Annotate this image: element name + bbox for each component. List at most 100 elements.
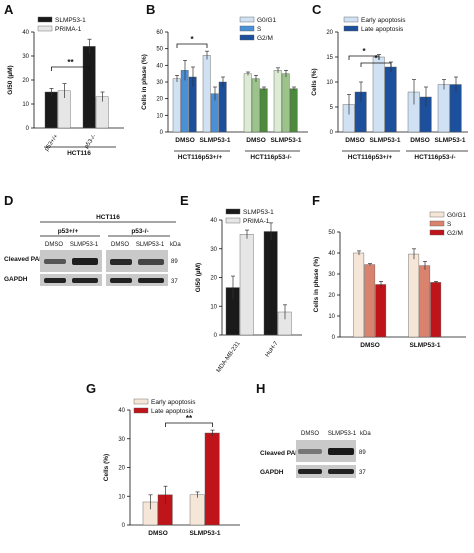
blot-d-row-1: Cleaved PARP: [4, 256, 49, 263]
blot-d-lane-1: DMSO: [45, 242, 63, 248]
significance-label-A: **: [67, 58, 74, 67]
legend-label-B-1: S: [257, 26, 262, 33]
blot-h-band-parp-2: [328, 448, 354, 455]
y-tick-label-G-4: 40: [118, 408, 125, 414]
significance-bracket-G: [165, 422, 213, 427]
y-tick-label-C-3: 15: [326, 55, 333, 61]
y-tick-label-B-4: 40: [156, 63, 163, 69]
legend-label-B-2: G2/M: [257, 35, 273, 42]
blot-d-band-parp-2: [72, 258, 98, 265]
y-tick-label-F-0: 0: [332, 335, 336, 341]
bar-A-0-0: [44, 91, 58, 129]
blot-h-membrane-2: [296, 465, 356, 478]
western-blot-h: DMSO SLMP53-1 kDa Cleaved PARP GAPDH 89 …: [260, 431, 371, 478]
bar-B-2-1: [251, 78, 260, 133]
bar-C-1-0: [372, 56, 385, 133]
bar-C-1-1: [384, 66, 397, 133]
panel-label-a: A: [4, 2, 14, 17]
bar-F-1-0: [408, 253, 420, 338]
legend-label-F-0: G0/G1: [447, 212, 467, 219]
y-axis-label-F: Cells in phase (%): [313, 257, 320, 313]
panel-label-d: D: [4, 193, 13, 208]
significance-label-B: *: [190, 35, 194, 44]
x-tick-label-E-1: HuH-7: [265, 340, 280, 358]
y-tick-label-B-3: 30: [156, 80, 163, 86]
panel-label-b: B: [146, 2, 155, 17]
y-tick-label-A-1: 10: [22, 102, 29, 108]
blot-d-kda: kDa: [170, 242, 181, 248]
group-label-A: HCT116: [67, 150, 91, 157]
bar-B-2-2: [259, 88, 268, 133]
bar-F-0-1: [364, 264, 376, 338]
bar-B-3-2: [289, 88, 298, 133]
blot-h-lane-1: DMSO: [301, 431, 319, 437]
bar-G-1-0: [189, 494, 205, 526]
group-label-B-0: HCT116p53+/+: [178, 154, 223, 161]
significance-label-C-0: *: [362, 47, 366, 56]
legend-swatch-E-0: [225, 208, 241, 215]
y-tick-label-A-2: 20: [22, 78, 29, 84]
y-tick-label-F-5: 50: [328, 230, 335, 236]
legend-label-G-0: Early apoptosis: [151, 399, 196, 406]
y-tick-label-E-1: 10: [210, 304, 217, 310]
blot-d-band-parp-1: [44, 259, 66, 264]
significance-label-C-1: *: [374, 54, 378, 63]
legend-label-A-1: PRIMA-1: [55, 26, 82, 33]
panel-label-c: C: [312, 2, 322, 17]
blot-d-row-2: GAPDH: [4, 276, 28, 283]
y-tick-label-G-1: 10: [118, 494, 125, 500]
y-tick-label-C-1: 5: [330, 105, 334, 111]
significance-bracket-A: [51, 66, 90, 71]
x-tick-label-A-1: p53-/-: [84, 134, 98, 150]
blot-d-membrane-2: [106, 250, 168, 272]
blot-d-band-gapdh-1: [44, 278, 66, 283]
blot-h-lane-2: SLMP53-1: [328, 431, 357, 437]
significance-bracket-C-1: [360, 62, 392, 67]
y-tick-label-C-2: 10: [326, 80, 333, 86]
blot-d-lane-4: SLMP53-1: [136, 242, 165, 248]
blot-d-lane-3: DMSO: [111, 242, 129, 248]
legend-swatch-B-2: [239, 34, 255, 41]
group-label-C-1: HCT116p53-/-: [414, 154, 455, 161]
y-tick-label-E-0: 0: [214, 333, 218, 339]
blot-d-group-1: p53+/+: [58, 228, 79, 235]
legend-swatch-C-0: [343, 16, 359, 23]
chart-b: 0 10 20 30 40 50 60 Cells in phase (%) DMSO SLMP5…: [141, 16, 308, 161]
legend-swatch-F-0: [429, 211, 445, 218]
y-tick-label-B-2: 20: [156, 97, 163, 103]
y-tick-label-F-4: 40: [328, 251, 335, 257]
legend-label-C-0: Early apoptosis: [361, 17, 406, 24]
blot-d-band-parp-4: [138, 259, 164, 265]
chart-c: 0 5 10 15 20 Cells (%) DMSO SLMP53-1 DMSO SLMP53-…: [311, 16, 468, 161]
x-tick-label-C-0: DMSO: [345, 137, 365, 144]
x-tick-label-B-0: DMSO: [175, 137, 195, 144]
blot-h-band-gapdh-1: [298, 469, 322, 474]
panel-label-e: E: [180, 193, 189, 208]
y-axis-label-B: Cells in phase (%): [141, 54, 148, 110]
group-label-C-0: HCT116p53+/+: [348, 154, 393, 161]
y-axis-label-C: Cells (%): [311, 68, 318, 95]
group-label-B-1: HCT116p53-/-: [250, 154, 291, 161]
y-tick-label-A-4: 40: [22, 30, 29, 36]
y-tick-label-B-6: 60: [156, 30, 163, 36]
y-tick-label-G-0: 0: [122, 523, 126, 529]
significance-bracket-C-0: [348, 55, 380, 60]
x-tick-label-C-1: SLMP53-1: [369, 137, 400, 144]
blot-h-row-1: Cleaved PARP: [260, 450, 305, 457]
panel-label-h: H: [256, 381, 265, 396]
legend-label-E-1: PRIMA-1: [243, 218, 270, 225]
blot-d-title: HCT116: [96, 214, 120, 221]
blot-d-lane-2: SLMP53-1: [70, 242, 99, 248]
blot-d-band-gapdh-4: [138, 278, 164, 283]
bar-B-1-2: [218, 81, 227, 133]
x-tick-label-F-1: SLMP53-1: [409, 342, 440, 349]
y-tick-label-A-3: 30: [22, 54, 29, 60]
blot-d-size-1: 89: [171, 259, 178, 265]
legend-label-A-0: SLMP53-1: [55, 17, 86, 24]
y-tick-label-C-4: 20: [326, 30, 333, 36]
x-tick-label-F-0: DMSO: [360, 342, 380, 349]
legend-swatch-G-1: [133, 407, 149, 414]
chart-f: 0 10 20 30 40 50 Cells in phase (%) DMSO SLMP53-…: [313, 211, 467, 349]
y-tick-label-G-3: 30: [118, 437, 125, 443]
y-tick-label-F-2: 20: [328, 293, 335, 299]
